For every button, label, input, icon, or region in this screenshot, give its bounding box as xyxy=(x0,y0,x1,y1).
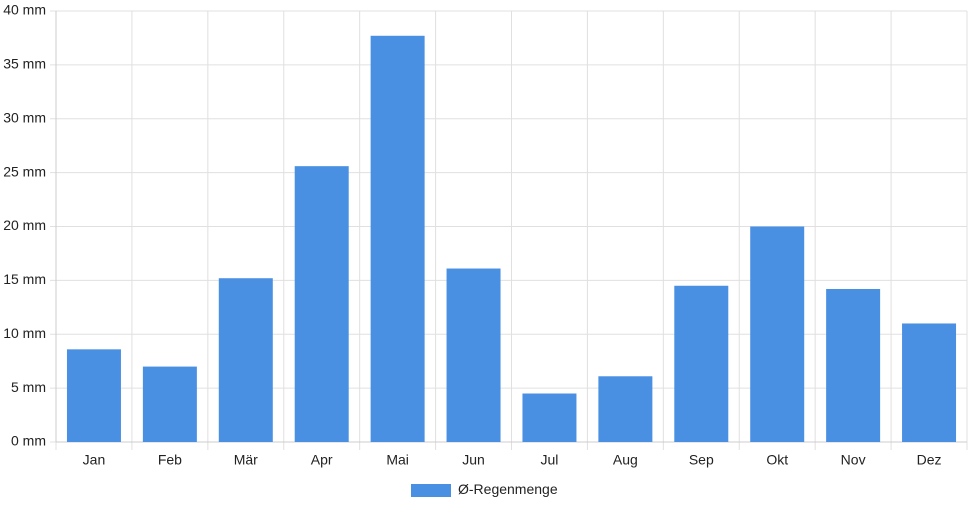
legend-swatch[interactable] xyxy=(411,484,451,497)
bar[interactable] xyxy=(522,393,577,442)
y-tick-label: 30 mm xyxy=(3,109,46,125)
bar[interactable] xyxy=(370,35,425,442)
x-tick-label: Feb xyxy=(158,452,182,468)
x-tick-label: Apr xyxy=(311,452,333,468)
x-tick-label: Aug xyxy=(613,452,638,468)
bar[interactable] xyxy=(902,323,957,442)
bar[interactable] xyxy=(66,349,121,442)
bar[interactable] xyxy=(598,376,653,442)
y-tick-label: 40 mm xyxy=(3,2,46,18)
y-tick-label: 0 mm xyxy=(11,433,46,449)
x-tick-label: Nov xyxy=(841,452,866,468)
x-tick-label: Jun xyxy=(462,452,485,468)
x-tick-label: Sep xyxy=(689,452,714,468)
y-tick-label: 25 mm xyxy=(3,163,46,179)
y-tick-label: 10 mm xyxy=(3,325,46,341)
y-tick-label: 35 mm xyxy=(3,56,46,72)
x-tick-label: Mai xyxy=(386,452,409,468)
y-tick-label: 20 mm xyxy=(3,217,46,233)
y-tick-label: 5 mm xyxy=(11,379,46,395)
bar[interactable] xyxy=(674,285,729,442)
bar[interactable] xyxy=(218,278,273,442)
x-tick-label: Dez xyxy=(917,452,942,468)
bar[interactable] xyxy=(826,288,881,442)
y-tick-label: 15 mm xyxy=(3,271,46,287)
x-tick-label: Jul xyxy=(541,452,559,468)
bar[interactable] xyxy=(294,166,349,442)
x-tick-label: Mär xyxy=(234,452,258,468)
bar[interactable] xyxy=(446,268,501,442)
bar[interactable] xyxy=(142,366,197,442)
x-tick-label: Jan xyxy=(83,452,106,468)
legend-label[interactable]: Ø-Regenmenge xyxy=(458,481,558,497)
bar[interactable] xyxy=(750,226,805,443)
x-tick-label: Okt xyxy=(766,452,788,468)
